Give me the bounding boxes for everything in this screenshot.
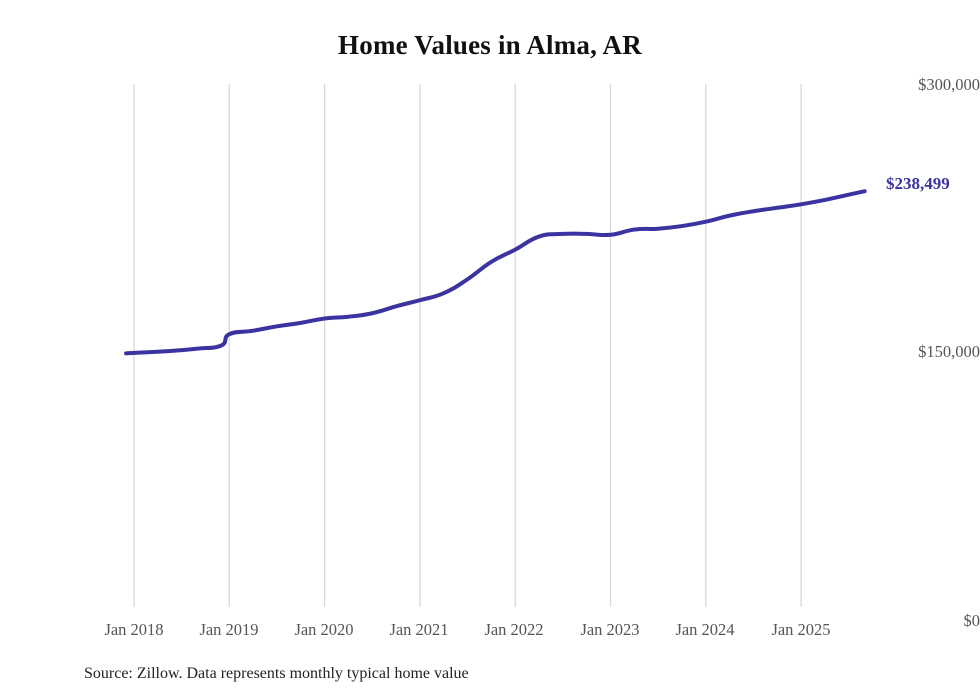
y-axis-tick-150000: $150,000 bbox=[918, 342, 980, 361]
x-axis-tick-jan-2021: Jan 2021 bbox=[389, 620, 449, 639]
series-line-0 bbox=[124, 189, 867, 356]
x-axis-tick-jan-2023: Jan 2023 bbox=[580, 620, 640, 639]
data-series-line bbox=[124, 189, 867, 356]
source-note: Source: Zillow. Data represents monthly … bbox=[84, 665, 469, 682]
x-axis-tick-jan-2024: Jan 2024 bbox=[675, 620, 735, 639]
x-axis-tick-jan-2025: Jan 2025 bbox=[771, 620, 831, 639]
x-axis-tick-jan-2022: Jan 2022 bbox=[484, 620, 544, 639]
x-axis-tick-jan-2018: Jan 2018 bbox=[104, 620, 164, 639]
vertical-gridlines bbox=[133, 84, 802, 607]
y-axis-tick-300000: $300,000 bbox=[918, 75, 980, 94]
y-axis-tick-0: $0 bbox=[963, 611, 980, 630]
chart-title: Home Values in Alma, AR bbox=[338, 30, 642, 60]
end-value-annotation: $238,499 bbox=[886, 174, 950, 193]
x-axis-tick-jan-2020: Jan 2020 bbox=[294, 620, 354, 639]
x-axis-tick-jan-2019: Jan 2019 bbox=[199, 620, 259, 639]
